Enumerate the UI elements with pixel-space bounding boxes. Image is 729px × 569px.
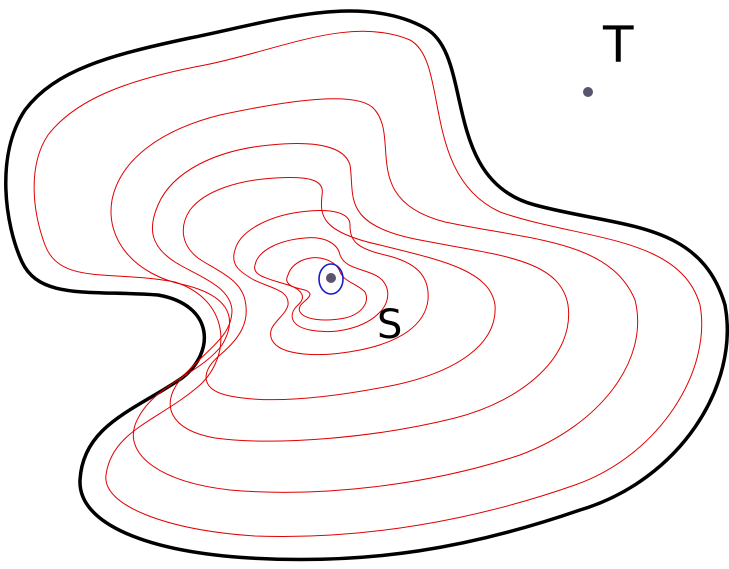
level-curve-6 [254, 237, 389, 333]
level-curve-3 [151, 143, 570, 442]
outer-boundary [4, 9, 729, 562]
target-point [583, 87, 593, 97]
target-label: T [602, 16, 634, 74]
level-curve-2 [110, 98, 639, 493]
source-point [326, 273, 336, 283]
innermost-curve [318, 263, 344, 295]
level-curve-4 [182, 177, 496, 401]
level-curves [33, 30, 703, 537]
source-label: S [377, 302, 402, 348]
level-curve-1 [33, 30, 703, 537]
level-curve-7 [286, 257, 367, 321]
level-curve-5 [233, 210, 429, 356]
